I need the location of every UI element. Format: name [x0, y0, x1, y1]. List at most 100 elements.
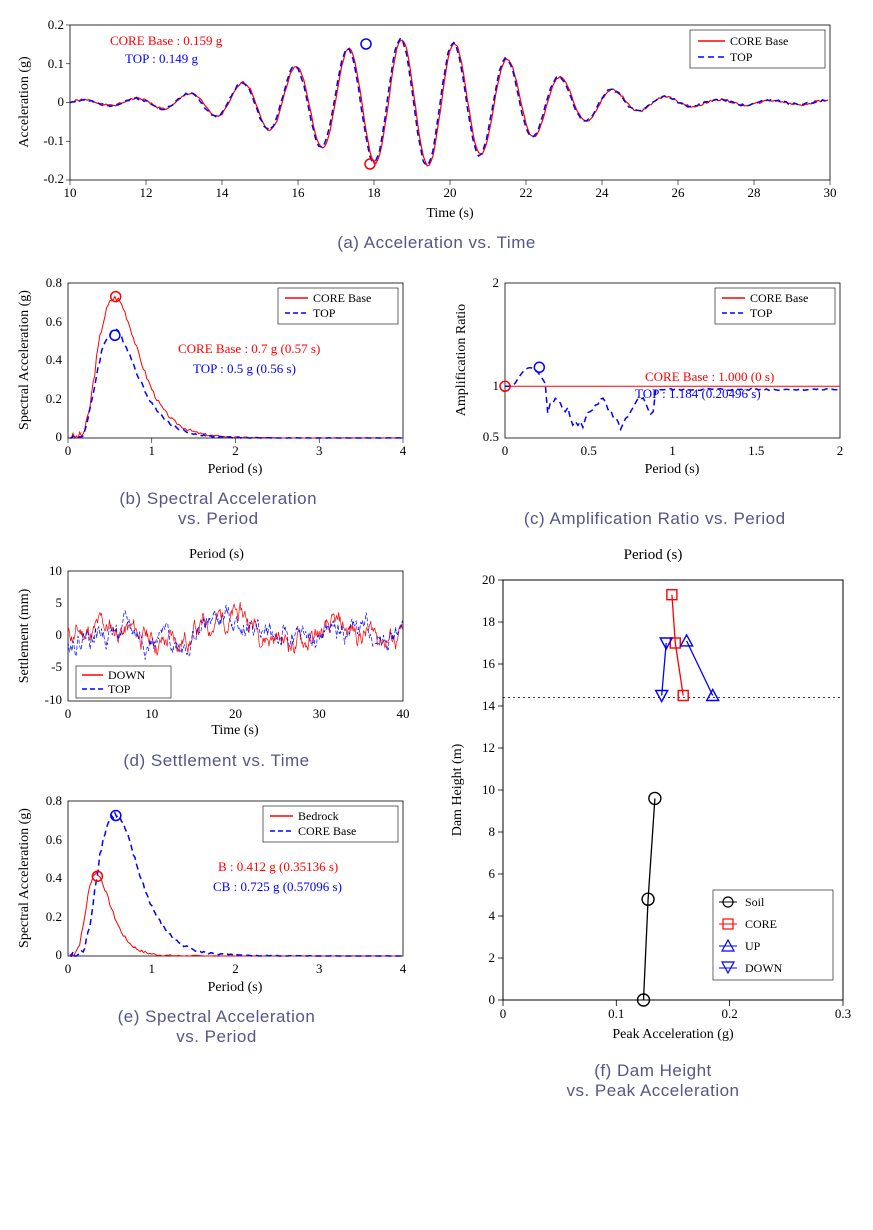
svg-text:CORE Base: CORE Base [298, 824, 356, 838]
svg-text:16: 16 [292, 185, 306, 200]
svg-text:0.6: 0.6 [46, 832, 63, 847]
svg-text:40: 40 [397, 706, 410, 721]
svg-text:Soil: Soil [745, 895, 765, 909]
svg-text:0: 0 [56, 429, 63, 444]
caption-c: (c) Amplification Ratio vs. Period [447, 509, 864, 529]
svg-text:0.8: 0.8 [46, 793, 62, 808]
svg-text:-5: -5 [51, 659, 62, 674]
svg-text:12: 12 [140, 185, 153, 200]
chart-a: 101214 161820 222426 2830 0.20.10 -0.1-0… [10, 10, 863, 225]
svg-text:20: 20 [482, 572, 495, 587]
svg-text:Dam Height (m): Dam Height (m) [450, 743, 465, 836]
svg-text:0.4: 0.4 [46, 870, 63, 885]
svg-text:28: 28 [748, 185, 761, 200]
svg-text:12: 12 [482, 740, 495, 755]
chart-d: 01020 3040 -10-50 510 DOWN TOP Time (s) … [10, 563, 423, 743]
svg-text:1: 1 [669, 443, 676, 458]
svg-text:0.4: 0.4 [46, 352, 63, 367]
caption-e: (e) Spectral Accelerationvs. Period [10, 1007, 423, 1047]
svg-text:0: 0 [501, 443, 508, 458]
svg-text:2: 2 [232, 961, 239, 976]
svg-text:22: 22 [520, 185, 533, 200]
svg-text:CORE Base : 1.000 (0 s): CORE Base : 1.000 (0 s) [645, 369, 774, 384]
svg-text:0: 0 [500, 1006, 507, 1021]
svg-text:0.8: 0.8 [46, 275, 62, 290]
svg-text:0: 0 [58, 94, 65, 109]
svg-text:-0.2: -0.2 [43, 171, 64, 186]
svg-text:Time (s): Time (s) [211, 723, 259, 738]
svg-text:8: 8 [489, 824, 496, 839]
svg-text:DOWN: DOWN [745, 961, 783, 975]
caption-f: (f) Dam Heightvs. Peak Acceleration [443, 1061, 863, 1101]
svg-text:TOP : 1.184 (0.20496 s): TOP : 1.184 (0.20496 s) [635, 386, 761, 401]
svg-text:2: 2 [492, 275, 499, 290]
svg-text:0.5: 0.5 [580, 443, 596, 458]
svg-text:-10: -10 [45, 692, 62, 707]
svg-text:1: 1 [492, 378, 499, 393]
svg-text:TOP: TOP [750, 306, 773, 320]
svg-text:0.2: 0.2 [48, 17, 64, 32]
svg-text:20: 20 [229, 706, 242, 721]
caption-d: (d) Settlement vs. Time [10, 751, 423, 771]
svg-text:4: 4 [400, 443, 407, 458]
svg-text:0.5: 0.5 [482, 429, 498, 444]
svg-text:1.5: 1.5 [748, 443, 764, 458]
svg-text:2: 2 [232, 443, 239, 458]
svg-text:Acceleration (g): Acceleration (g) [17, 56, 32, 148]
svg-text:0: 0 [56, 627, 63, 642]
svg-text:Bedrock: Bedrock [298, 809, 339, 823]
svg-text:10: 10 [64, 185, 77, 200]
svg-text:1: 1 [149, 961, 156, 976]
svg-text:3: 3 [316, 443, 323, 458]
svg-text:0.3: 0.3 [835, 1006, 851, 1021]
svg-text:2: 2 [836, 443, 843, 458]
svg-text:24: 24 [596, 185, 610, 200]
svg-text:Settlement (mm): Settlement (mm) [17, 588, 32, 683]
svg-text:TOP: TOP [730, 50, 753, 64]
chart-a-anno-blue: TOP : 0.149 g [125, 51, 198, 66]
svg-text:18: 18 [368, 185, 381, 200]
svg-text:26: 26 [672, 185, 686, 200]
svg-text:14: 14 [216, 185, 230, 200]
caption-b: (b) Spectral Accelerationvs. Period [10, 489, 427, 529]
svg-text:20: 20 [444, 185, 457, 200]
svg-text:CORE Base: CORE Base [313, 291, 371, 305]
svg-text:Period (s): Period (s) [208, 462, 263, 476]
svg-text:10: 10 [49, 563, 62, 578]
svg-text:30: 30 [313, 706, 326, 721]
svg-text:Spectral Acceleration (g): Spectral Acceleration (g) [17, 290, 32, 430]
svg-text:TOP: TOP [108, 682, 131, 696]
chart-a-anno-red: CORE Base : 0.159 g [110, 33, 223, 48]
svg-text:CORE Base: CORE Base [730, 34, 788, 48]
chart-f: 00.1 0.20.3 02468101214161820 Soil CORE … [443, 568, 863, 1053]
svg-text:4: 4 [400, 961, 407, 976]
svg-text:10: 10 [145, 706, 158, 721]
svg-text:16: 16 [482, 656, 496, 671]
svg-text:0: 0 [65, 443, 72, 458]
svg-text:Period (s): Period (s) [208, 980, 263, 994]
svg-text:Peak Acceleration (g): Peak Acceleration (g) [612, 1027, 734, 1042]
svg-text:3: 3 [316, 961, 323, 976]
chart-e: 012 34 00.20.4 0.60.8 B : 0.412 g (0.351… [10, 789, 423, 999]
svg-text:CB : 0.725 g (0.57096 s): CB : 0.725 g (0.57096 s) [213, 879, 342, 894]
svg-text:Time (s): Time (s) [426, 206, 474, 220]
svg-text:0.6: 0.6 [46, 314, 63, 329]
svg-text:UP: UP [745, 939, 761, 953]
svg-text:14: 14 [482, 698, 496, 713]
svg-text:CORE Base: CORE Base [750, 291, 808, 305]
svg-text:0.2: 0.2 [721, 1006, 737, 1021]
svg-text:6: 6 [489, 866, 496, 881]
svg-text:CORE: CORE [745, 917, 777, 931]
svg-text:Amplification Ratio: Amplification Ratio [454, 304, 469, 416]
svg-text:DOWN: DOWN [108, 668, 146, 682]
svg-text:18: 18 [482, 614, 495, 629]
svg-text:TOP: TOP [313, 306, 336, 320]
svg-text:10: 10 [482, 782, 495, 797]
svg-text:Period (s): Period (s) [644, 462, 699, 476]
chart-b: 012 34 00.20.4 0.60.8 CORE Base : 0.7 g … [10, 271, 427, 481]
svg-text:Spectral Acceleration (g): Spectral Acceleration (g) [17, 808, 32, 948]
svg-text:B : 0.412 g (0.35136 s): B : 0.412 g (0.35136 s) [218, 859, 338, 874]
svg-text:1: 1 [149, 443, 156, 458]
svg-text:30: 30 [824, 185, 837, 200]
svg-text:TOP : 0.5 g (0.56 s): TOP : 0.5 g (0.56 s) [193, 361, 296, 376]
